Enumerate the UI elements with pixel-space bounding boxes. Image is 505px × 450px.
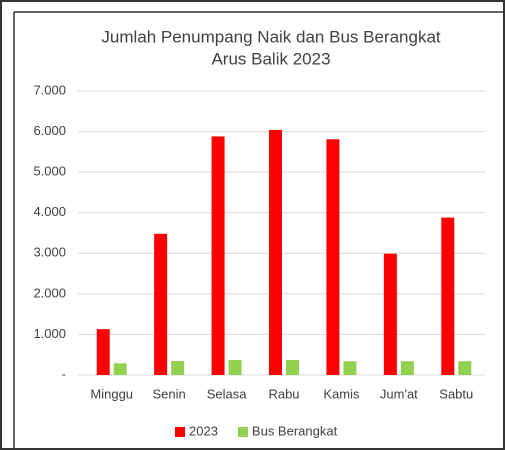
bar — [228, 359, 242, 375]
x-tick-label: Kamis — [323, 386, 360, 401]
legend-label: 2023 — [189, 423, 218, 438]
legend-swatch — [175, 427, 185, 437]
chart-title: Arus Balik 2023 — [211, 49, 330, 68]
y-tick-label: 1.000 — [33, 326, 66, 341]
y-tick-label: 6.000 — [33, 123, 66, 138]
x-tick-label: Rabu — [268, 386, 299, 401]
bar — [458, 361, 472, 375]
bar — [171, 361, 185, 375]
bar — [400, 361, 414, 375]
bar — [96, 329, 110, 375]
y-tick-label: - — [62, 366, 66, 381]
bar — [211, 136, 225, 375]
legend-swatch — [237, 427, 248, 437]
bar — [343, 361, 357, 375]
y-tick-label: 2.000 — [33, 285, 66, 300]
x-tick-label: Senin — [153, 386, 186, 401]
y-tick-label: 3.000 — [33, 245, 66, 260]
chart-title: Jumlah Penumpang Naik dan Bus Berangkat — [101, 27, 441, 46]
y-tick-label: 5.000 — [33, 164, 66, 179]
legend-label: Bus Berangkat — [252, 423, 338, 438]
y-tick-label: 7.000 — [33, 82, 66, 97]
bar — [326, 139, 340, 375]
y-tick-label: 4.000 — [33, 204, 66, 219]
x-tick-label: Selasa — [207, 386, 248, 401]
x-tick-label: Jum'at — [380, 386, 418, 401]
bar — [383, 253, 397, 375]
bar — [113, 363, 127, 375]
bar — [286, 359, 299, 375]
bar — [441, 217, 455, 375]
x-tick-label: Sabtu — [439, 386, 473, 401]
bar — [269, 129, 282, 375]
bar — [154, 233, 168, 375]
x-tick-label: Minggu — [90, 386, 133, 401]
